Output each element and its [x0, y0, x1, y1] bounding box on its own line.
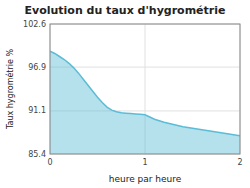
data-area: [50, 51, 240, 154]
y-tick-label: 96.9: [28, 63, 46, 72]
chart-svg: 85.4 91.1 96.9 102.6 0 1 2 Evolution du taux d'…: [0, 0, 250, 188]
ticks: 85.4 91.1 96.9 102.6 0 1 2: [23, 20, 242, 168]
area-fill: [50, 51, 240, 154]
x-tick-label: 0: [47, 158, 52, 167]
area-line: [50, 51, 240, 136]
y-axis-label: Taux hygrométrie %: [5, 49, 15, 131]
y-tick-label: 85.4: [28, 150, 46, 159]
y-tick-label: 91.1: [28, 106, 46, 115]
y-tick-label: 102.6: [23, 20, 46, 29]
grid: [50, 24, 240, 154]
plot-frame: [50, 24, 240, 154]
x-axis-label: heure par heure: [109, 174, 182, 184]
chart-container: 85.4 91.1 96.9 102.6 0 1 2 Evolution du taux d'…: [0, 0, 250, 188]
x-tick-label: 2: [237, 158, 242, 167]
x-tick-label: 1: [142, 158, 147, 167]
chart-title: Evolution du taux d'hygrométrie: [25, 4, 226, 17]
